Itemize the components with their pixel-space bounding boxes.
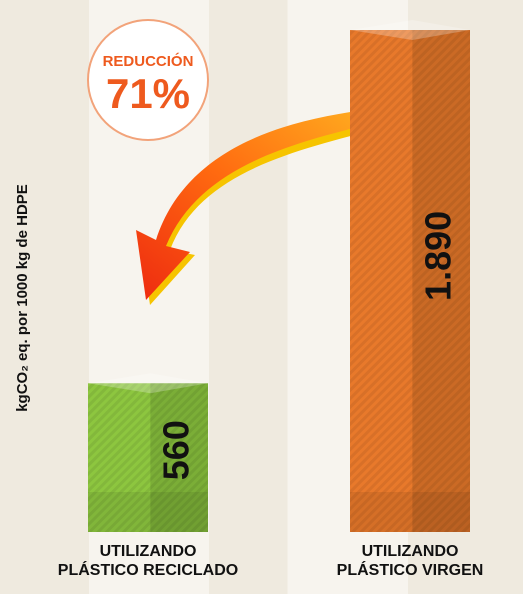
bar-base: [88, 492, 208, 532]
bar-hatch: [350, 30, 470, 532]
arrow: [136, 109, 378, 300]
bar-cap: [88, 373, 208, 394]
bar-base: [350, 492, 470, 532]
annotation-value: 71%: [106, 70, 190, 117]
annotation-title: REDUCCIÓN: [103, 52, 194, 70]
x-tick-label: UTILIZANDO: [362, 543, 459, 560]
annotation-circle: [87, 19, 209, 141]
x-tick-label: PLÁSTICO VIRGEN: [337, 560, 484, 579]
value-label: 560: [156, 420, 197, 480]
value-label: 1.890: [418, 211, 459, 301]
bar-hatch: [88, 383, 208, 532]
y-axis-label: kgCO₂ eq. por 1000 kg de HDPE: [14, 184, 31, 412]
bar-cap: [350, 20, 470, 40]
x-tick-label: UTILIZANDO: [100, 543, 197, 560]
x-tick-label: PLÁSTICO RECICLADO: [58, 560, 238, 579]
